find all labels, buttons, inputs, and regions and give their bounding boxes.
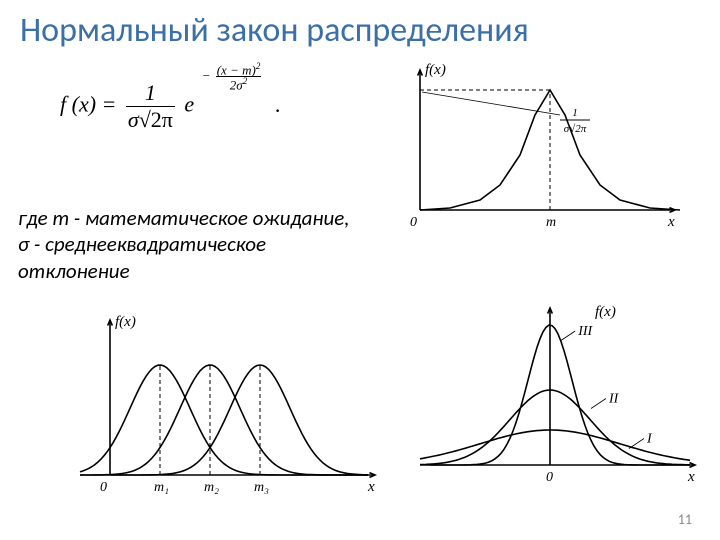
svg-text:x: x: [687, 469, 695, 485]
svg-text:m₁: m₁: [154, 480, 169, 495]
formula-e: e: [184, 92, 194, 117]
param-description: где m - математическое ожидание, σ - сре…: [18, 205, 350, 284]
svg-text:m: m: [546, 215, 556, 230]
frac-den-rest: √2π: [139, 107, 173, 132]
svg-text:f(x): f(x): [425, 62, 446, 78]
figure-varying-sigma: IIIIIIf(x)x0: [400, 300, 700, 500]
svg-text:0: 0: [546, 470, 553, 485]
descr-line1: где m - математическое ожидание,: [18, 205, 350, 231]
frac-num: 1: [126, 80, 175, 107]
svg-text:f(x): f(x): [115, 314, 136, 330]
formula-frac: 1 σ√2π: [126, 80, 175, 133]
figure-varying-mean: m₁ m₂ m₃ f(x) x 0: [50, 310, 380, 510]
frac-den-sigma: σ: [128, 107, 139, 132]
svg-text:I: I: [646, 432, 653, 447]
formula-exp: − (x − m)2 2σ2: [202, 62, 262, 92]
svg-text:0: 0: [100, 480, 107, 495]
descr-line3: отклонение: [18, 258, 350, 284]
svg-text:x: x: [667, 214, 675, 230]
frac-den: σ√2π: [126, 107, 175, 133]
page-title: Нормальный закон распределения: [20, 10, 529, 51]
exp-num-a: (x − m): [217, 62, 256, 77]
svg-text:0: 0: [410, 215, 417, 230]
pdf-formula: f (x) = 1 σ√2π e − (x − m)2 2σ2 .: [60, 80, 280, 133]
formula-dot: .: [275, 92, 281, 117]
svg-text:m₂: m₂: [204, 480, 219, 495]
svg-text:m₃: m₃: [254, 480, 269, 495]
exp-num-pow: 2: [256, 61, 261, 71]
svg-text:III: III: [577, 324, 593, 339]
figure-single-normal: f(x) x 0 m 1 σ√2π: [400, 60, 680, 240]
descr-line2: σ - среднееквадратическое: [18, 231, 350, 257]
exp-den: 2σ: [230, 78, 243, 93]
svg-text:II: II: [608, 392, 620, 407]
formula-lhs: f (x) =: [60, 92, 116, 117]
svg-text:f(x): f(x): [595, 304, 616, 320]
page-number: 11: [678, 511, 692, 528]
svg-text:σ√2π: σ√2π: [564, 123, 587, 135]
svg-text:x: x: [367, 479, 375, 495]
svg-text:1: 1: [572, 107, 578, 119]
exp-den-pow: 2: [243, 76, 248, 86]
